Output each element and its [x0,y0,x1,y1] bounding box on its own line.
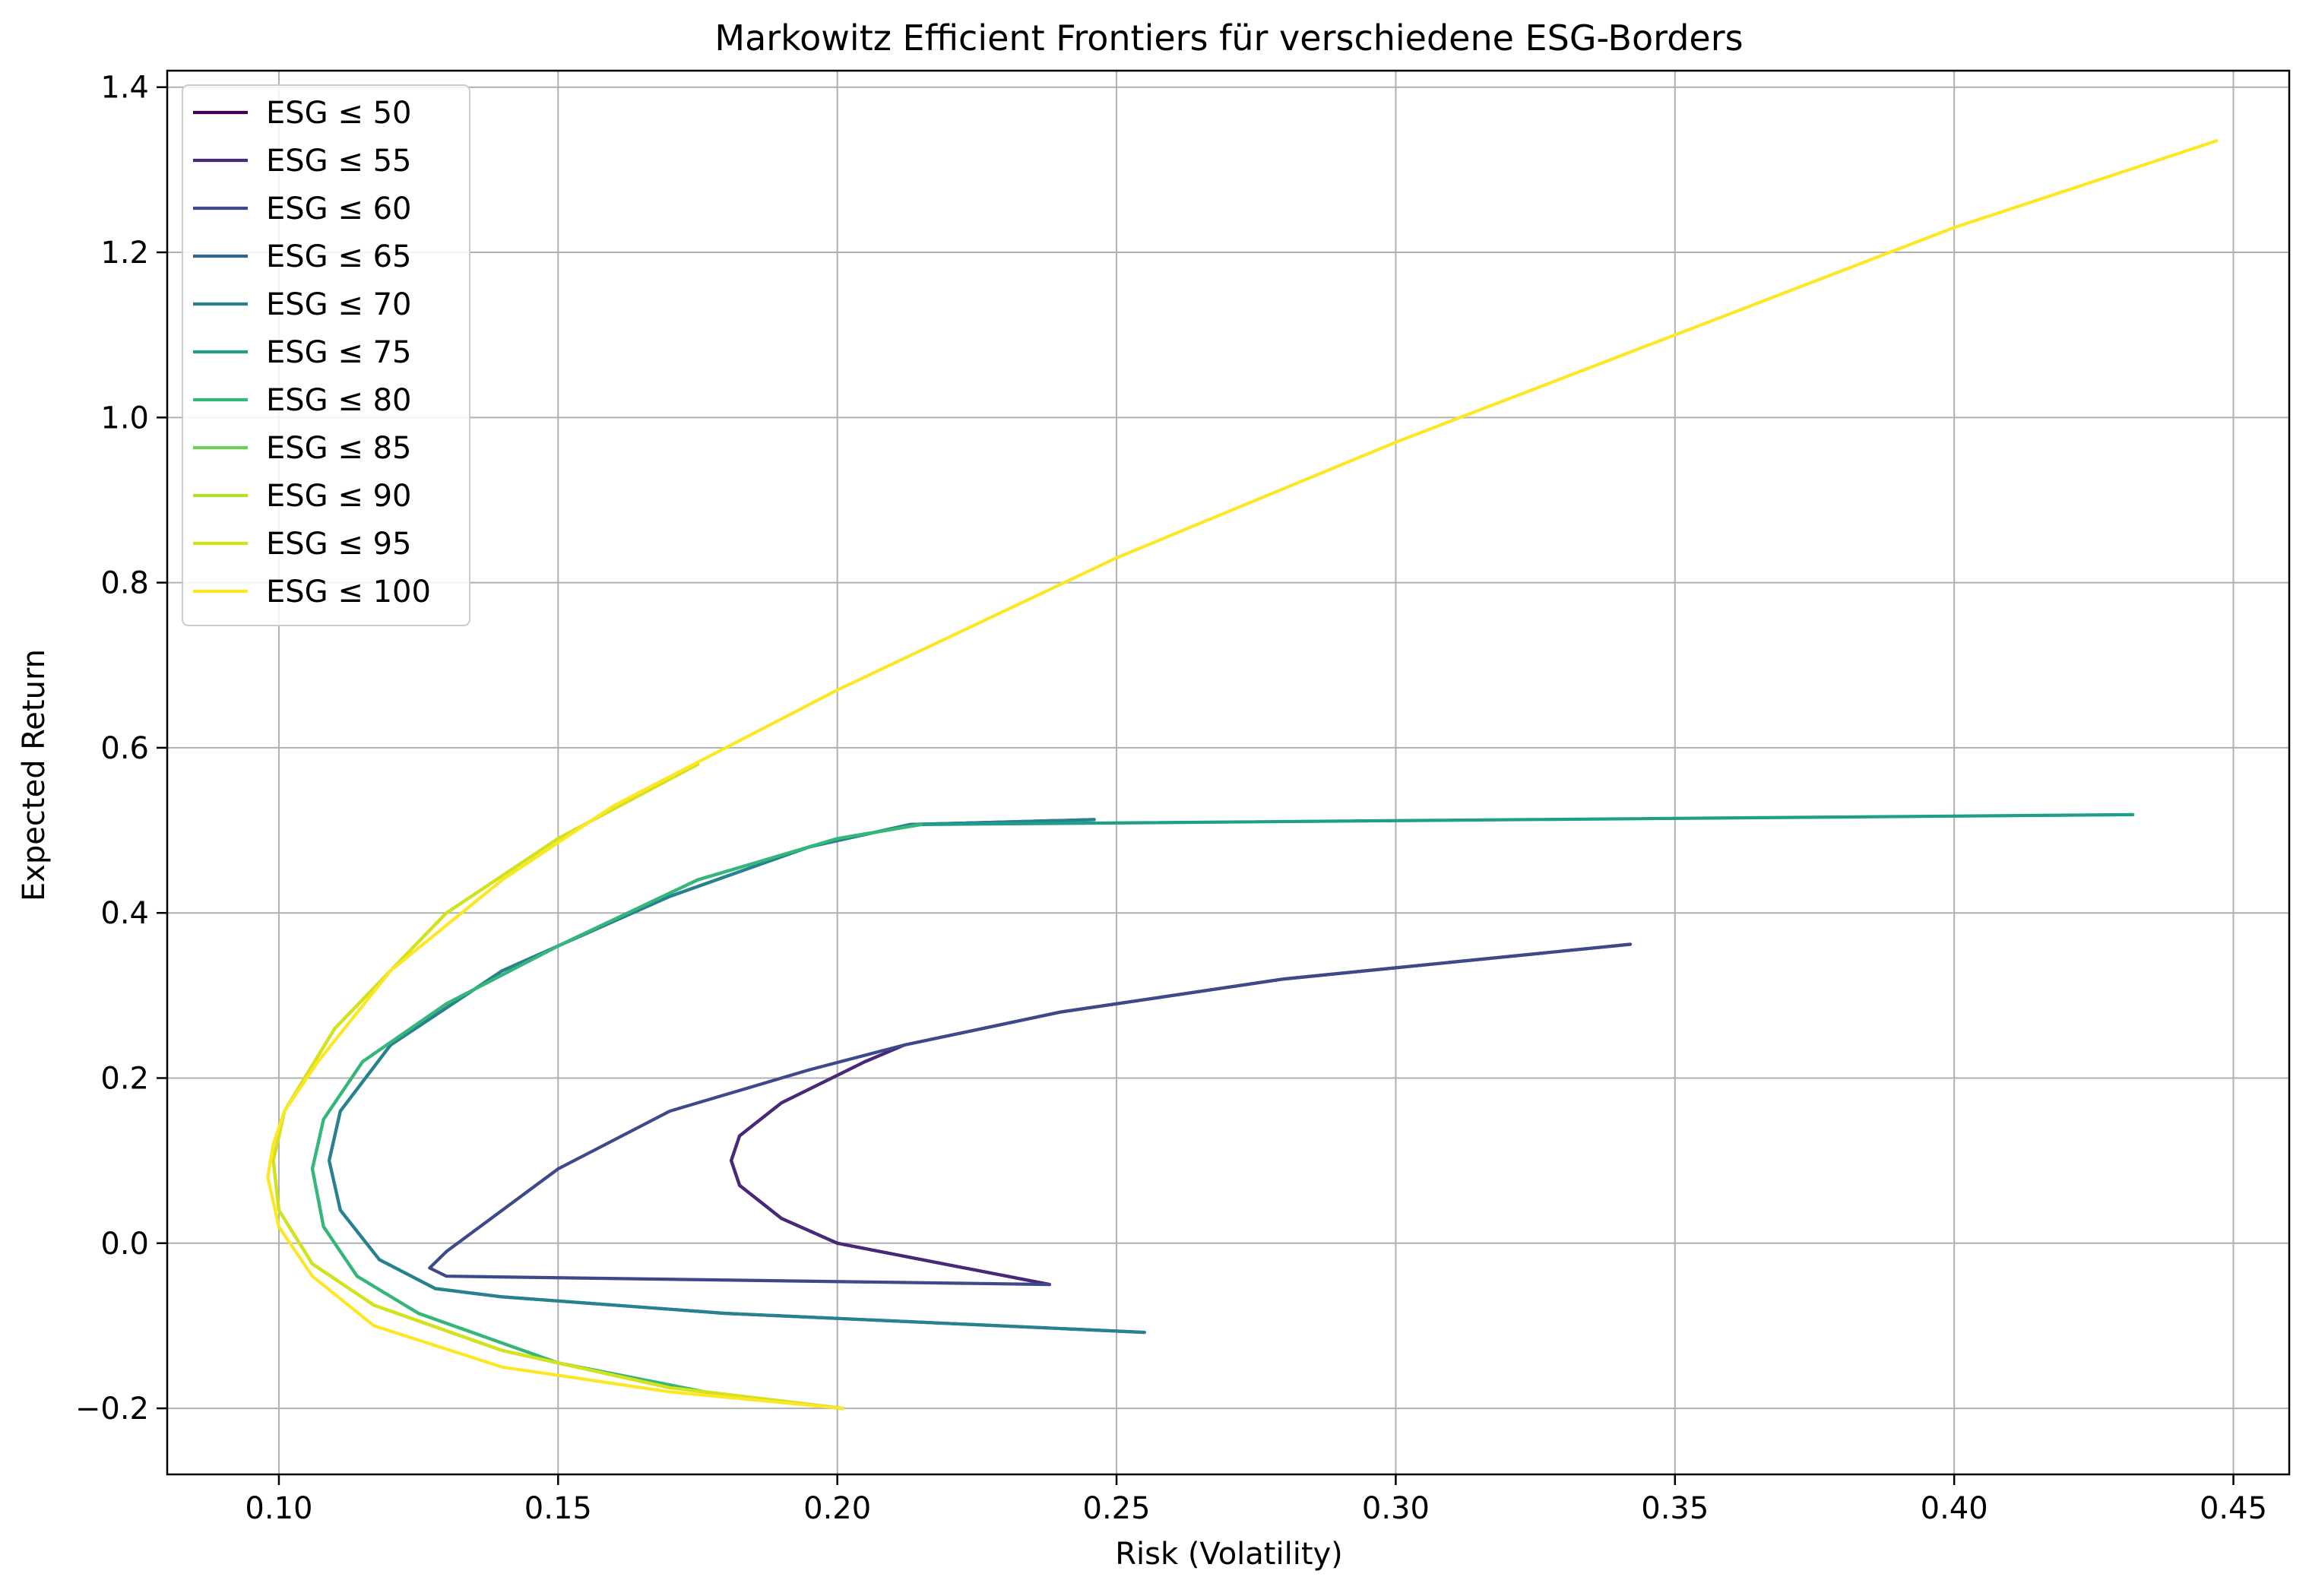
x-tick-label: 0.30 [1362,1491,1430,1526]
series-line [271,762,845,1411]
legend-box [182,84,470,626]
y-tick-label: 0.2 [100,1061,149,1096]
x-axis-label: Risk (Volatility) [1115,1537,1343,1572]
grid-lines [167,71,2289,1474]
legend-label: ESG ≤ 60 [266,192,412,226]
legend-label: ESG ≤ 95 [266,527,412,562]
legend-label: ESG ≤ 100 [266,575,431,610]
axis-ticks: 0.10 0.15 0.20 0.25 0.30 0.35 0.40 0.45 −0.2 0.0 0… [75,71,2267,1526]
chart-title: Markowitz Efficient Frontiers für versch… [714,17,1743,59]
legend-label: ESG ≤ 85 [266,431,412,466]
x-tick-label: 0.25 [1083,1491,1151,1526]
x-tick-label: 0.35 [1641,1491,1709,1526]
y-tick-label: 0.8 [100,566,149,601]
plot-frame [166,69,2291,1476]
series-lines [266,139,2219,1411]
legend-label: ESG ≤ 65 [266,239,412,274]
legend-label: ESG ≤ 70 [266,287,412,322]
x-tick-label: 0.15 [524,1491,592,1526]
legend-label: ESG ≤ 75 [266,335,412,370]
legend-label: ESG ≤ 55 [266,144,412,179]
y-tick-label: 1.4 [100,71,149,106]
series-line [428,942,1633,1287]
legend: ESG ≤ 50 ESG ≤ 55 ESG ≤ 60 ESG ≤ 65 ESG ≤ 70… [182,84,470,626]
legend-label: ESG ≤ 80 [266,383,412,418]
x-tick-label: 0.20 [803,1491,871,1526]
series-line [310,822,923,1411]
y-tick-label: −0.2 [75,1392,149,1427]
y-axis-label: Expected Return [17,649,52,901]
x-tick-label: 0.10 [245,1491,312,1526]
series-line [266,139,2219,1411]
x-tick-label: 0.40 [1921,1491,1988,1526]
y-tick-label: 0.4 [100,896,149,931]
legend-label: ESG ≤ 50 [266,96,412,131]
x-tick-label: 0.45 [2200,1491,2267,1526]
y-tick-label: 1.0 [100,401,149,435]
legend-label: ESG ≤ 90 [266,479,412,514]
y-tick-label: 0.0 [100,1227,149,1262]
y-tick-label: 0.6 [100,731,149,766]
y-tick-label: 1.2 [100,236,149,271]
